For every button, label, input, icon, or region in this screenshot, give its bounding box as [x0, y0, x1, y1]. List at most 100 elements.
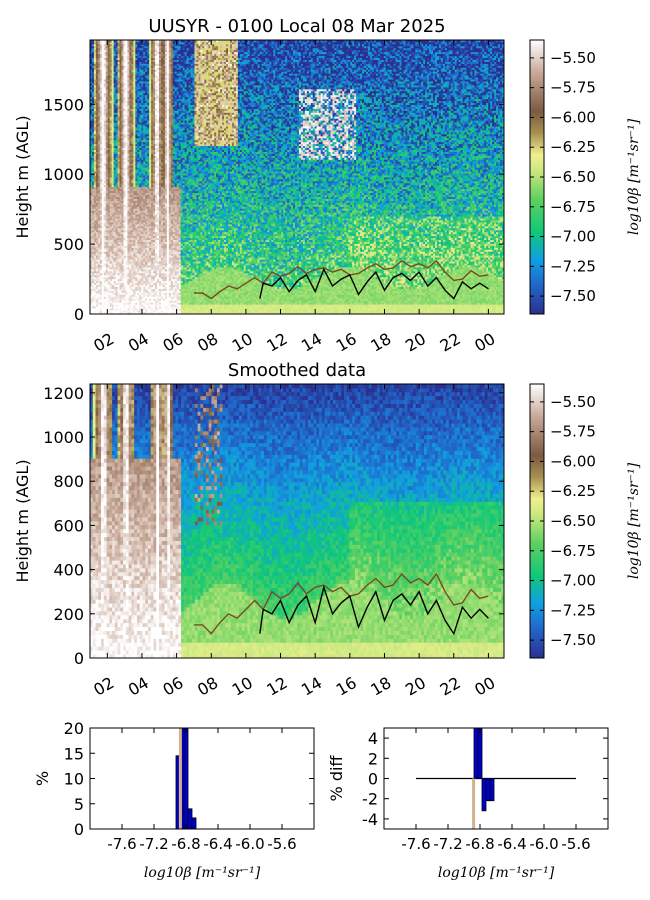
y-tick-label: 0 — [74, 305, 84, 324]
colorbar-tick-label: −7.00 — [550, 228, 596, 246]
colorbar-tick-label: −6.25 — [550, 138, 596, 156]
chart-title: Smoothed data — [228, 360, 366, 381]
y-tick-label: 1000 — [43, 428, 84, 447]
y-tick-label: 15 — [64, 744, 84, 763]
histogram-bar — [188, 809, 192, 829]
x-tick-label: 22 — [437, 673, 464, 700]
x-tick-label: -6.0 — [529, 835, 558, 853]
histogram-bar — [486, 779, 490, 801]
y-tick-label: 1000 — [43, 165, 84, 184]
colorbar-tick-label: −7.50 — [550, 287, 596, 305]
histogram-panel-1: 0 5 10 15 20 -7.6 -7.2 -6.8 -6.4 -6.0 -5.6 log10β [… — [33, 719, 314, 881]
histogram-bar — [490, 779, 494, 801]
x-tick-label: 02 — [90, 673, 117, 700]
x-axis-label: log10β [m⁻¹sr⁻¹] — [144, 865, 261, 881]
y-tick-label: 1500 — [43, 95, 84, 114]
x-tick-label: 06 — [159, 329, 186, 356]
y-tick-label: 20 — [64, 719, 84, 738]
colorbar-tick-label: −6.50 — [550, 168, 596, 186]
x-tick-label: 04 — [125, 673, 152, 700]
x-tick-label: 16 — [333, 329, 360, 356]
colorbar-label: log10β [m⁻¹sr⁻¹] — [626, 118, 642, 235]
y-tick-label: 5 — [74, 795, 84, 814]
y-tick-label: -4 — [362, 810, 378, 829]
y-axis-label: % — [33, 771, 52, 786]
histogram-bar — [474, 728, 478, 779]
colorbar-tick-label: −6.00 — [550, 108, 596, 126]
heatmap-image — [90, 40, 504, 314]
y-tick-label: 500 — [53, 235, 84, 254]
x-tick-label: -6.0 — [235, 835, 264, 853]
y-tick-label: 2 — [368, 749, 378, 768]
colorbar-tick-label: −6.75 — [550, 198, 596, 216]
colorbar-tick-label: −6.25 — [550, 482, 596, 500]
x-tick-label: 18 — [367, 673, 394, 700]
x-tick-label: -7.6 — [401, 835, 430, 853]
colorbar-tick-label: −7.25 — [550, 257, 596, 275]
colorbar: −5.50 −5.75 −6.00 −6.25 −6.50 −6.75 −7.00 −7.25… — [530, 40, 642, 314]
x-tick-label: 14 — [298, 329, 325, 356]
x-tick-label: 00 — [471, 673, 498, 700]
colorbar-tick-label: −6.50 — [550, 512, 596, 530]
histogram-bar — [184, 728, 188, 829]
y-axis-label: Height m (AGL) — [13, 459, 32, 582]
y-tick-label: 0 — [74, 649, 84, 668]
x-tick-label: 20 — [402, 329, 429, 356]
colorbar-tick-label: −5.50 — [550, 393, 596, 411]
x-tick-label: 10 — [229, 329, 256, 356]
x-tick-label: -7.2 — [433, 835, 462, 853]
colorbar-tick-label: −6.75 — [550, 542, 596, 560]
x-tick-label: -7.2 — [139, 835, 168, 853]
histogram-bar — [179, 728, 182, 829]
x-axis-label: log10β [m⁻¹sr⁻¹] — [438, 865, 555, 881]
colorbar-tick-label: −5.75 — [550, 79, 596, 97]
colorbar-tick-label: −7.00 — [550, 572, 596, 590]
colorbar-tick-label: −5.75 — [550, 423, 596, 441]
histogram-bar — [472, 779, 475, 830]
x-tick-label: 16 — [333, 673, 360, 700]
colorbar-tick-label: −6.00 — [550, 452, 596, 470]
histogram-bar — [478, 728, 482, 779]
colorbar-tick-label: −7.25 — [550, 601, 596, 619]
heatmap-panel-1: UUSYR - 0100 Local 08 Mar 20250500100015… — [13, 16, 504, 356]
histogram-panel-2: -4-20 24 -7.6 -7.2 -6.8 -6.4 -6.0 -5.6 log10β [m… — [327, 728, 608, 881]
x-tick-label: 00 — [471, 329, 498, 356]
y-axis-label: % diff — [327, 755, 346, 802]
x-tick-label: 06 — [159, 673, 186, 700]
x-tick-label: 14 — [298, 673, 325, 700]
y-tick-label: 0 — [368, 770, 378, 789]
y-tick-label: 10 — [64, 770, 84, 789]
colorbar-tick-label: −7.50 — [550, 631, 596, 649]
heatmap-image — [90, 384, 504, 658]
chart-title: UUSYR - 0100 Local 08 Mar 2025 — [148, 16, 445, 37]
x-tick-label: 10 — [229, 673, 256, 700]
x-tick-label: 22 — [437, 329, 464, 356]
y-tick-label: -2 — [362, 790, 378, 809]
y-tick-label: 800 — [53, 472, 84, 491]
x-tick-label: 12 — [263, 673, 290, 700]
x-tick-label: -6.4 — [497, 835, 526, 853]
x-tick-label: 08 — [194, 329, 221, 356]
colorbar-tick-label: −5.50 — [550, 49, 596, 67]
y-tick-label: 400 — [53, 561, 84, 580]
x-tick-label: -6.4 — [203, 835, 232, 853]
x-tick-label: 18 — [367, 329, 394, 356]
colorbar-label: log10β [m⁻¹sr⁻¹] — [626, 462, 642, 579]
plot-frame — [90, 728, 314, 829]
x-tick-label: 12 — [263, 329, 290, 356]
heatmap-panel-2: Smoothed data020040060080010001200Height… — [13, 360, 504, 700]
histogram-bar — [192, 818, 196, 829]
y-tick-label: 600 — [53, 516, 84, 535]
x-tick-label: 20 — [402, 673, 429, 700]
x-tick-label: -5.6 — [267, 835, 296, 853]
x-tick-label: -6.8 — [171, 835, 200, 853]
x-tick-label: 02 — [90, 329, 117, 356]
y-tick-label: 200 — [53, 605, 84, 624]
colorbar: −5.50 −5.75 −6.00 −6.25 −6.50 −6.75 −7.00 −7.25… — [530, 384, 642, 658]
y-tick-label: 1200 — [43, 384, 84, 403]
y-tick-label: 4 — [368, 729, 378, 748]
y-axis-label: Height m (AGL) — [13, 115, 32, 238]
x-tick-label: 04 — [125, 329, 152, 356]
y-tick-label: 0 — [74, 820, 84, 839]
